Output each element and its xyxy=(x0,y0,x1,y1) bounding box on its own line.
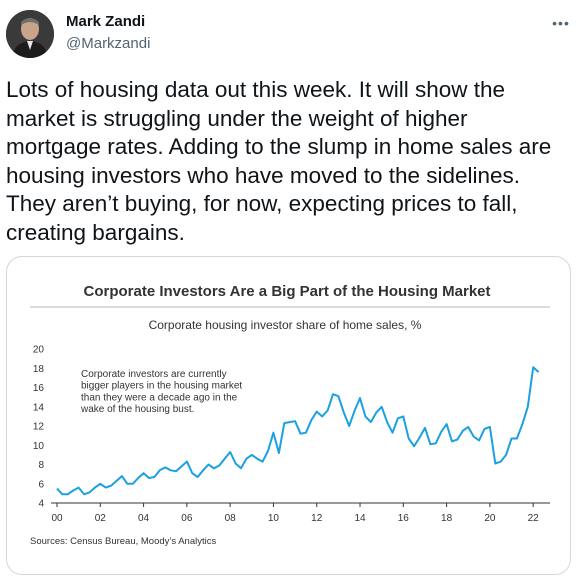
x-tick-label: 02 xyxy=(95,513,107,524)
y-tick-label: 8 xyxy=(38,460,44,471)
x-tick-label: 18 xyxy=(441,513,453,524)
avatar[interactable] xyxy=(6,10,54,58)
x-tick-label: 06 xyxy=(181,513,193,524)
tweet-media-chart[interactable]: Corporate Investors Are a Big Part of th… xyxy=(6,256,571,575)
y-tick-label: 14 xyxy=(33,402,45,413)
y-tick-label: 4 xyxy=(38,499,44,510)
author-name[interactable]: Mark Zandi xyxy=(66,13,146,30)
series-line xyxy=(56,366,540,496)
y-tick-label: 18 xyxy=(33,364,45,375)
annotation-line: wake of the housing bust. xyxy=(80,404,194,415)
y-axis-ticks: 4 6 8 10 12 14 16 18 20 xyxy=(33,345,45,510)
x-tick-label: 00 xyxy=(51,513,63,524)
author-handle[interactable]: @Markzandi xyxy=(66,35,151,52)
x-tick-label: 12 xyxy=(311,513,323,524)
y-tick-label: 12 xyxy=(33,422,45,433)
y-tick-label: 16 xyxy=(33,383,45,394)
y-tick-label: 10 xyxy=(33,441,45,452)
x-tick-label: 16 xyxy=(398,513,410,524)
annotation-line: Corporate investors are currently xyxy=(81,369,227,380)
annotation-line: than they were a decade ago in the xyxy=(81,392,238,403)
x-tick-label: 20 xyxy=(484,513,496,524)
chart-subtitle: Corporate housing investor share of home… xyxy=(149,318,422,332)
x-axis-ticks: 00 02 04 06 08 10 12 14 16 18 20 22 xyxy=(51,503,539,524)
x-tick-label: 14 xyxy=(354,513,366,524)
line-chart: Corporate Investors Are a Big Part of th… xyxy=(30,283,550,547)
x-tick-label: 10 xyxy=(268,513,280,524)
more-options-button[interactable]: ••• xyxy=(548,10,574,36)
chart-annotation: Corporate investors are currentlybigger … xyxy=(80,369,242,415)
profile-photo xyxy=(6,10,54,58)
x-tick-label: 22 xyxy=(528,513,540,524)
chart-title: Corporate Investors Are a Big Part of th… xyxy=(83,283,490,300)
annotation-line: bigger players in the housing market xyxy=(81,381,242,392)
x-tick-label: 08 xyxy=(225,513,237,524)
tweet-text: Lots of housing data out this week. It w… xyxy=(6,77,552,245)
more-horizontal-icon: ••• xyxy=(552,15,570,31)
chart-source: Sources: Census Bureau, Moody’s Analytic… xyxy=(30,536,216,547)
y-tick-label: 20 xyxy=(33,345,45,356)
y-tick-label: 6 xyxy=(38,479,44,490)
x-tick-label: 04 xyxy=(138,513,150,524)
